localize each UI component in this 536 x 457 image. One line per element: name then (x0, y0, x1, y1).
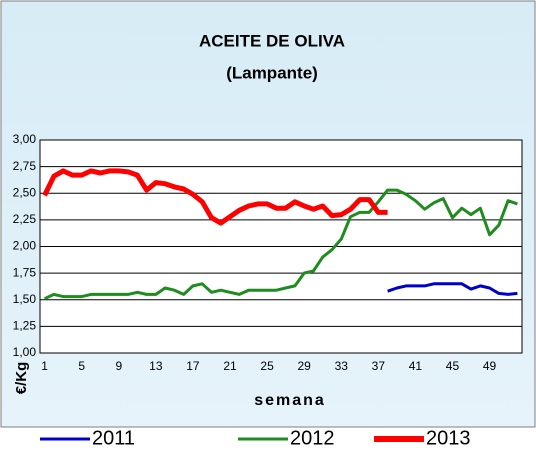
y-tick-label: 1,75 (13, 265, 37, 279)
y-tick-label: 3,00 (13, 132, 37, 146)
legend-label: 2012 (290, 427, 335, 449)
y-tick-label: 2,75 (13, 159, 37, 173)
y-tick-label: 1,00 (13, 345, 37, 359)
x-axis-label: semana (254, 392, 326, 409)
y-tick-label: 2,00 (13, 239, 37, 253)
y-tick-label: 2,25 (13, 212, 37, 226)
chart-subtitle: (Lampante) (226, 63, 318, 82)
x-tick-label: 13 (149, 359, 163, 373)
x-tick-label: 25 (260, 359, 274, 373)
series-line (43, 188, 518, 301)
x-tick-label: 21 (223, 359, 237, 373)
y-axis-label: €/Kg (13, 362, 30, 395)
x-tick-label: 49 (483, 359, 497, 373)
x-tick-label: 33 (335, 359, 349, 373)
legend-label: 2013 (426, 427, 471, 449)
y-tick-label: 1,25 (13, 319, 37, 333)
x-tick-label: 45 (446, 359, 460, 373)
x-tick-label: 17 (186, 359, 200, 373)
x-tick-label: 41 (409, 359, 423, 373)
series-line (42, 168, 388, 226)
series-line (387, 282, 518, 296)
x-tick-label: 1 (41, 359, 48, 373)
legend-label: 2011 (92, 427, 135, 449)
x-tick-label: 29 (297, 359, 311, 373)
x-tick-label: 37 (372, 359, 386, 373)
x-tick-label: 5 (78, 359, 85, 373)
x-tick-label: 9 (115, 359, 122, 373)
y-tick-label: 1,50 (13, 292, 37, 306)
chart-title: ACEITE DE OLIVA (199, 31, 345, 50)
y-tick-label: 2,50 (13, 185, 37, 199)
